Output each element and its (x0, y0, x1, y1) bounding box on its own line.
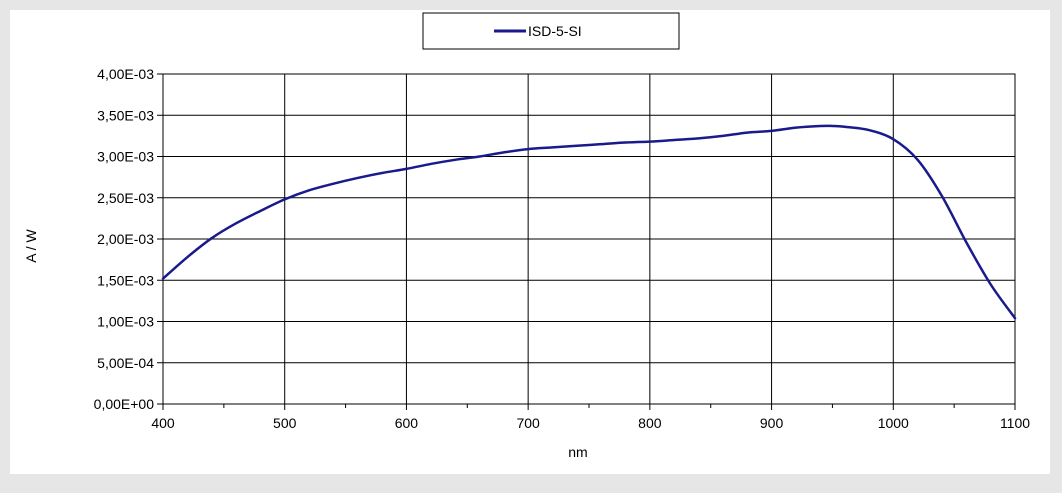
y-axis-title: A / W (23, 228, 39, 262)
y-tick-label: 1,50E-03 (97, 272, 154, 288)
chart-svg: 0,00E+00 5,00E-04 1,00E-03 1,50E-03 2,00E-03… (23, 12, 1031, 460)
legend-label: ISD-5-SI (528, 23, 582, 39)
legend-box (422, 12, 680, 50)
y-tick-label: 4,00E-03 (97, 66, 154, 82)
y-tick-label: 3,50E-03 (97, 107, 154, 123)
x-tick-label: 1100 (1000, 415, 1030, 431)
legend: ISD-5-SI (422, 12, 680, 50)
x-tick-label: 1000 (878, 415, 909, 431)
y-tick-label: 3,00E-03 (97, 149, 154, 165)
x-tick-label: 500 (273, 415, 297, 431)
series-layer (161, 124, 1017, 320)
series-line (161, 124, 1017, 320)
x-tick-label: 600 (395, 415, 419, 431)
axis-layer: 0,00E+00 5,00E-04 1,00E-03 1,50E-03 2,00E-03… (94, 66, 1031, 431)
label-layer: nm A / W (23, 228, 588, 460)
x-tick-label: 400 (151, 415, 175, 431)
x-tick-label: 700 (516, 415, 540, 431)
y-tick-label: 2,50E-03 (97, 190, 154, 206)
chart-frame: 0,00E+00 5,00E-04 1,00E-03 1,50E-03 2,00E-03… (10, 10, 1050, 474)
x-tick-label: 800 (638, 415, 662, 431)
y-tick-label: 1,00E-03 (97, 314, 154, 330)
grid-layer (163, 73, 1016, 404)
y-tick-label: 0,00E+00 (94, 396, 155, 412)
x-axis-title: nm (568, 444, 587, 460)
y-tick-label: 2,00E-03 (97, 231, 154, 247)
y-tick-label: 5,00E-04 (97, 355, 154, 371)
plot-border (162, 73, 1016, 405)
x-tick-label: 900 (760, 415, 784, 431)
